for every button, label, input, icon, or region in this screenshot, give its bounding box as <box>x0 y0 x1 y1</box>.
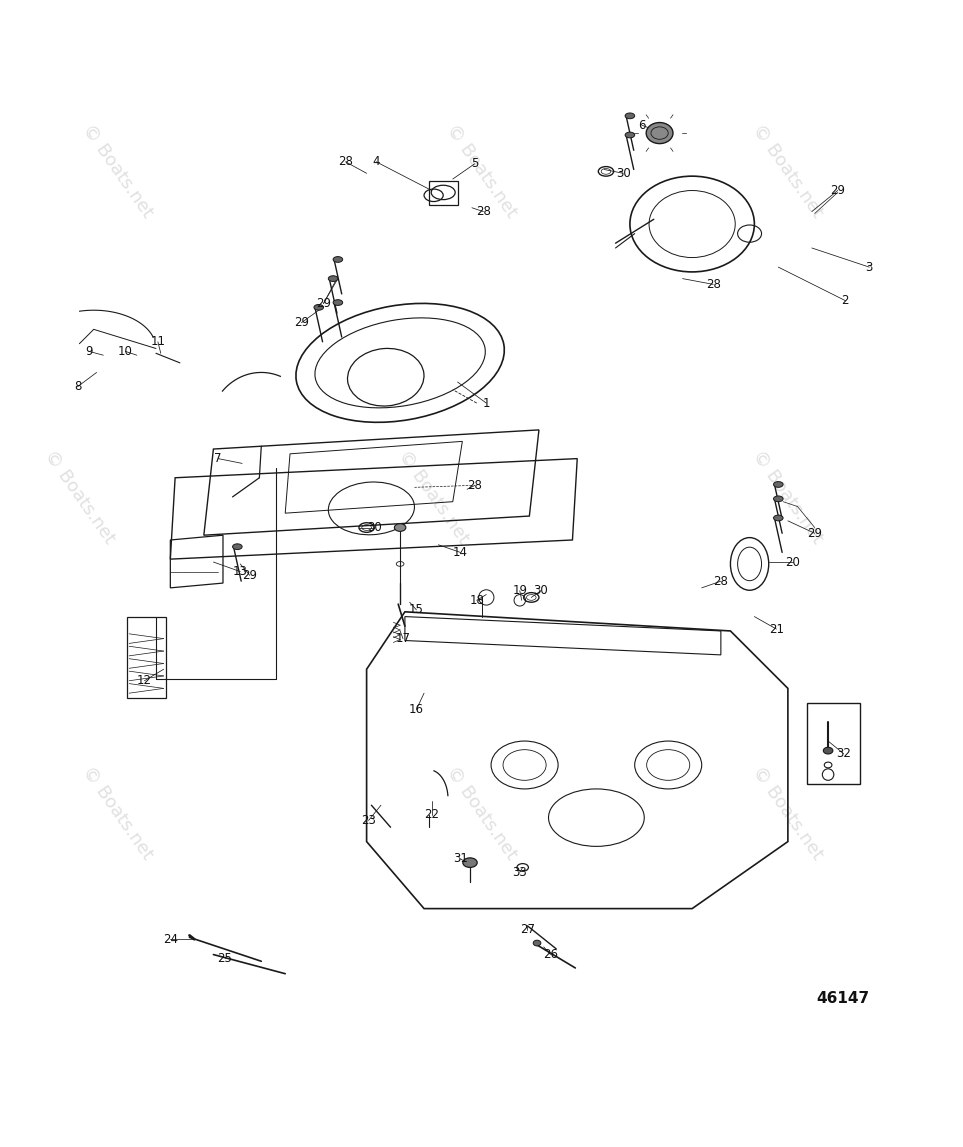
Text: 25: 25 <box>218 952 232 965</box>
Text: 2: 2 <box>842 294 849 307</box>
Ellipse shape <box>333 257 343 263</box>
Ellipse shape <box>395 524 405 531</box>
Text: 16: 16 <box>409 703 424 716</box>
Text: 20: 20 <box>785 555 800 569</box>
Text: 29: 29 <box>294 317 309 329</box>
Text: 10: 10 <box>117 345 133 358</box>
Text: 7: 7 <box>215 452 221 465</box>
Ellipse shape <box>625 132 635 138</box>
Bar <box>807 703 860 785</box>
Ellipse shape <box>625 112 635 118</box>
Text: 32: 32 <box>836 747 851 760</box>
Text: 17: 17 <box>396 632 410 645</box>
Ellipse shape <box>314 304 324 310</box>
Text: 24: 24 <box>163 933 178 946</box>
Text: 11: 11 <box>150 335 166 349</box>
Text: 23: 23 <box>361 814 376 827</box>
Text: 30: 30 <box>615 166 631 180</box>
Text: 3: 3 <box>866 260 872 274</box>
Text: 15: 15 <box>409 603 424 616</box>
Text: 29: 29 <box>243 569 257 582</box>
Ellipse shape <box>328 275 338 281</box>
Ellipse shape <box>773 515 783 521</box>
Text: © Boats.net: © Boats.net <box>443 122 520 221</box>
Text: 28: 28 <box>714 575 728 587</box>
Bar <box>127 617 166 699</box>
Text: © Boats.net: © Boats.net <box>395 447 473 547</box>
Text: 13: 13 <box>233 565 247 578</box>
Text: 21: 21 <box>768 623 784 635</box>
Text: 5: 5 <box>471 157 479 170</box>
Text: 29: 29 <box>807 526 822 540</box>
Text: 29: 29 <box>316 297 331 310</box>
Text: 14: 14 <box>453 546 468 559</box>
Text: © Boats.net: © Boats.net <box>749 763 826 863</box>
Text: 30: 30 <box>534 584 548 598</box>
Ellipse shape <box>773 496 783 501</box>
Ellipse shape <box>773 482 783 487</box>
Text: 29: 29 <box>830 184 846 197</box>
Text: 22: 22 <box>425 809 439 821</box>
Bar <box>429 181 457 205</box>
Text: 46147: 46147 <box>816 991 870 1006</box>
Ellipse shape <box>534 941 541 946</box>
Text: © Boats.net: © Boats.net <box>443 763 520 863</box>
Ellipse shape <box>646 123 673 143</box>
Text: © Boats.net: © Boats.net <box>79 122 157 221</box>
Text: 19: 19 <box>512 584 528 598</box>
Text: 6: 6 <box>638 119 646 132</box>
Text: 26: 26 <box>543 949 558 961</box>
Text: 8: 8 <box>74 381 81 393</box>
Ellipse shape <box>232 544 242 549</box>
Text: 30: 30 <box>367 521 381 535</box>
Text: 33: 33 <box>512 866 527 879</box>
Text: 18: 18 <box>469 594 484 607</box>
Text: 12: 12 <box>137 674 152 687</box>
Text: 1: 1 <box>482 397 490 409</box>
Text: 28: 28 <box>706 278 720 291</box>
Text: 31: 31 <box>453 852 468 865</box>
Ellipse shape <box>463 858 478 867</box>
Text: 28: 28 <box>467 479 482 492</box>
Text: © Boats.net: © Boats.net <box>749 447 826 547</box>
Text: © Boats.net: © Boats.net <box>40 447 118 547</box>
Text: 27: 27 <box>520 923 535 936</box>
Text: 9: 9 <box>85 345 92 358</box>
Text: 28: 28 <box>476 205 491 218</box>
Ellipse shape <box>333 299 343 305</box>
Text: © Boats.net: © Boats.net <box>749 122 826 221</box>
Text: 4: 4 <box>373 155 380 169</box>
Text: © Boats.net: © Boats.net <box>79 763 157 863</box>
Text: 28: 28 <box>338 155 353 169</box>
Ellipse shape <box>823 748 833 754</box>
